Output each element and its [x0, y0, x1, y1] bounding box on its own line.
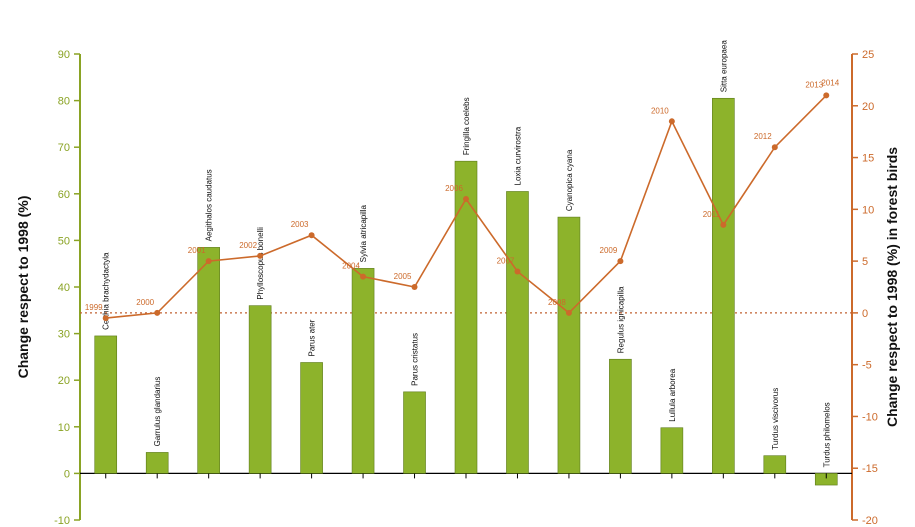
- trend-point-label: 2005: [394, 272, 412, 281]
- right-tick-label: 20: [862, 101, 874, 113]
- bar-category-label: Certhia brachydactyla: [102, 252, 111, 330]
- y-axis-title: Change respect to 1998 (%): [15, 196, 31, 379]
- bar: [248, 305, 272, 474]
- trend-point-label: 2001: [188, 246, 206, 255]
- trend-point-label: 1999: [85, 303, 103, 312]
- left-tick-label: -10: [54, 515, 70, 527]
- left-tick-label: 70: [58, 142, 70, 154]
- trend-point: [668, 118, 675, 125]
- left-tick-label: 50: [58, 235, 70, 247]
- trend-point-label: 2006: [445, 184, 463, 193]
- bar-category-label: Turdus viscivorus: [771, 388, 780, 450]
- trend-point: [257, 252, 264, 259]
- trend-point-label: 2014: [821, 78, 839, 87]
- left-tick-label: 80: [58, 96, 70, 108]
- bar-category-label: Parus ater: [308, 319, 317, 356]
- left-tick-label: 60: [58, 189, 70, 201]
- bar: [506, 191, 529, 474]
- bar-category-label: Sylvia atricapilla: [359, 204, 368, 262]
- left-tick-labels: -10 0 10 20 30 40 50 60 70 80 90: [54, 49, 80, 527]
- trend-point-label: 2011: [703, 210, 721, 219]
- right-tick-label: 0: [862, 308, 868, 320]
- left-tick-label: 30: [58, 329, 70, 341]
- bar: [145, 452, 169, 474]
- bar-category-label: Cyanopica cyana: [565, 149, 574, 211]
- trend-point: [463, 195, 469, 202]
- trend-point: [771, 144, 778, 151]
- right-tick-label: -15: [862, 463, 878, 475]
- bars-layer: Certhia brachydactyla Garrulus glandarius…: [94, 40, 838, 486]
- right-tick-label: 10: [862, 204, 874, 216]
- bar: [300, 362, 323, 474]
- trend-point: [565, 309, 572, 316]
- bar-category-label: Loxia curvirostra: [513, 126, 522, 185]
- trend-point: [205, 258, 212, 265]
- trend-point-label: 2010: [651, 106, 669, 115]
- bar: [403, 391, 426, 474]
- trend-point: [102, 315, 109, 322]
- left-tick-label: 20: [58, 375, 70, 387]
- bar: [763, 455, 787, 474]
- trend-point: [308, 232, 315, 239]
- left-tick-label: 40: [58, 282, 70, 294]
- right-tick-label: 15: [862, 153, 874, 165]
- trend-point: [514, 268, 521, 275]
- bar: [454, 160, 478, 474]
- left-tick-label: 10: [58, 422, 70, 434]
- trend-point: [617, 258, 624, 265]
- bar: [197, 247, 220, 474]
- bar-category-label: Fringilla coelebs: [462, 97, 471, 155]
- left-tick-label: 0: [64, 468, 70, 480]
- right-tick-label: -10: [862, 411, 878, 423]
- trend-point: [360, 273, 367, 280]
- bar-category-label: Phylloscopus bonelli: [256, 227, 265, 300]
- left-tick-label: 90: [58, 49, 70, 61]
- right-tick-labels: -20 -15 -10 -5 0 5 10 15 20 25: [852, 49, 878, 527]
- trend-point-label: 2013: [805, 80, 823, 89]
- bar-category-label: Lullula arborea: [668, 368, 677, 421]
- trend-point: [720, 221, 727, 228]
- bar: [660, 427, 684, 474]
- trend-point-label: 2004: [342, 262, 360, 271]
- trend-point: [154, 309, 161, 316]
- right-tick-label: -5: [862, 360, 872, 372]
- bar: [557, 216, 581, 474]
- bar: [712, 97, 735, 474]
- bar: [609, 358, 632, 474]
- bar-category-label: Regulus ignicapilla: [616, 286, 625, 353]
- bar-category-label: Aegithalos caudatus: [205, 169, 214, 241]
- bar-category-label: Turdus philomelos: [822, 402, 831, 467]
- trend-point-label: 2003: [291, 220, 309, 229]
- right-tick-label: 5: [862, 256, 868, 268]
- bar-category-label: Parus cristatus: [411, 333, 420, 386]
- trend-point-label: 2009: [600, 246, 618, 255]
- trend-point: [823, 92, 830, 99]
- bar: [351, 268, 375, 474]
- line-layer: 1999 2000 2001 2002 2003 2004 2005 2006 2007 2008…: [85, 78, 840, 322]
- right-tick-label: -20: [862, 515, 878, 527]
- trend-point-label: 2002: [239, 241, 257, 250]
- bar-category-label: Garrulus glandarius: [153, 377, 162, 447]
- bar: [94, 335, 118, 474]
- trend-point-label: 2000: [136, 298, 154, 307]
- y2-axis-title: Change respect to 1998 (%) in forest bir…: [884, 147, 900, 427]
- trend-point-label: 2007: [497, 256, 515, 265]
- bar-category-label: Sitta europaea: [719, 40, 728, 93]
- trend-point-label: 2008: [548, 298, 566, 307]
- trend-point-label: 2012: [754, 132, 772, 141]
- right-tick-label: 25: [862, 49, 874, 61]
- trend-point: [411, 284, 418, 290]
